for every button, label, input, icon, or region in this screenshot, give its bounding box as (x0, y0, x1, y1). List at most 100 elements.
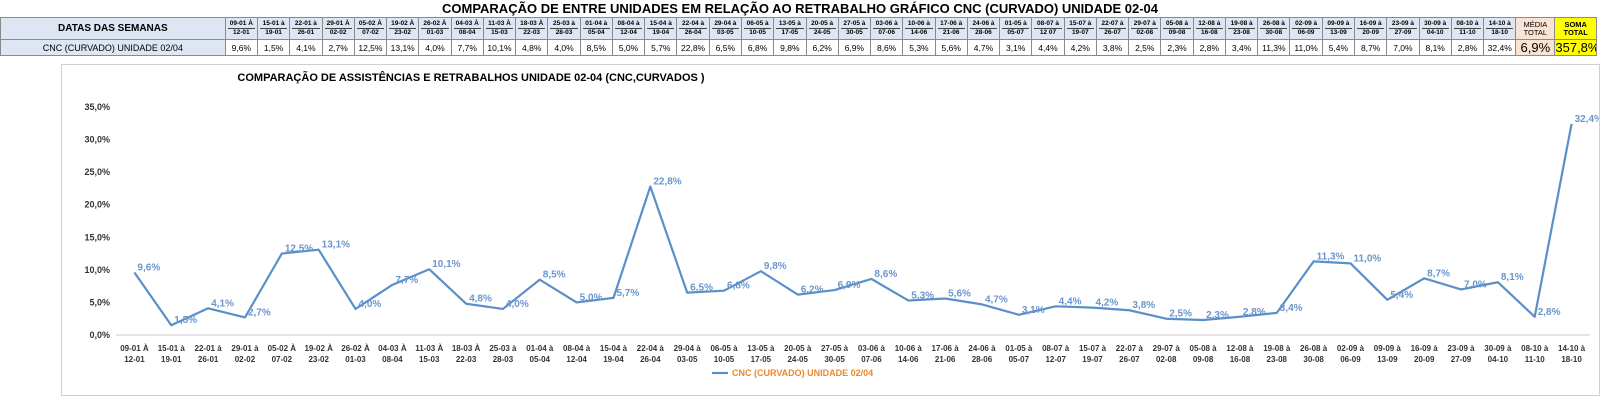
week-start-label: 22-01 à (294, 20, 317, 27)
week-start-label: 24-06 à (972, 20, 995, 27)
x-tick-label: 02-08 (1156, 355, 1177, 364)
x-tick-label: 11-03 À (415, 344, 443, 353)
legend-label: CNC (CURVADO) UNIDADE 02/04 (732, 368, 873, 378)
x-tick-label: 26-08 à (1300, 344, 1328, 353)
week-value-cell: 8,1% (1418, 39, 1452, 56)
x-tick-label: 26-07 (1119, 355, 1140, 364)
week-end-label: 22-03 (518, 28, 546, 37)
week-start-label: 20-05 à (811, 20, 834, 27)
week-header-cell: 14-10 à 18-10 (1483, 17, 1517, 40)
week-value-cell: 2,3% (1160, 39, 1194, 56)
week-end-label: 23-08 (1227, 28, 1256, 37)
week-value-cell: 5,6% (934, 39, 968, 56)
week-end-label: 16-08 (1195, 28, 1223, 37)
week-end-label: 26-04 (679, 28, 707, 37)
data-label: 8,5% (543, 270, 566, 281)
week-start-label: 17-06 à (940, 20, 963, 27)
x-tick-label: 28-06 (972, 355, 993, 364)
week-end-label: 15-03 (485, 28, 514, 37)
week-header-cell: 05-08 à 09-08 (1160, 17, 1194, 40)
week-end-label: 10-05 (743, 28, 772, 37)
x-tick-label: 24-05 (787, 355, 808, 364)
page-title: COMPARAÇÃO DE ENTRE UNIDADES EM RELAÇÃO … (442, 1, 1158, 16)
week-end-label: 02-08 (1131, 28, 1159, 37)
week-start-label: 29-07 à (1133, 20, 1156, 27)
week-end-label: 07-02 (356, 28, 385, 37)
x-tick-label: 23-09 à (1447, 344, 1475, 353)
x-tick-label: 19-08 à (1263, 344, 1291, 353)
data-label: 3,1% (1022, 305, 1045, 316)
week-end-label: 05-07 (1002, 28, 1030, 37)
week-start-label: 08-10 à (1456, 20, 1479, 27)
x-tick-label: 12-04 (566, 355, 587, 364)
x-tick-label: 22-07 à (1116, 344, 1144, 353)
data-label: 6,9% (838, 280, 861, 291)
week-header-cell: 26-02 À 01-03 (418, 17, 452, 40)
week-end-label: 08-04 (453, 28, 481, 37)
week-header-cell: 22-07 à 26-07 (1095, 17, 1130, 40)
week-end-label: 13-09 (1324, 28, 1353, 37)
x-tick-label: 18-03 À (452, 344, 481, 353)
week-end-label: 02-02 (324, 28, 352, 37)
week-start-label: 09-09 à (1327, 20, 1350, 27)
x-tick-label: 05-08 à (1190, 344, 1218, 353)
x-tick-label: 12-01 (124, 355, 145, 364)
y-tick-label: 30,0% (84, 135, 110, 145)
week-start-label: 13-05 à (778, 20, 801, 27)
y-tick-label: 35,0% (84, 102, 110, 112)
week-start-label: 19-08 à (1230, 20, 1253, 27)
week-header-cell: 24-06 à 28-06 (966, 17, 1001, 40)
week-start-label: 10-06 à (907, 20, 930, 27)
week-value-cell: 5,7% (644, 39, 678, 56)
x-tick-label: 15-04 à (600, 344, 628, 353)
x-tick-label: 09-08 (1193, 355, 1214, 364)
data-label: 5,3% (911, 290, 934, 301)
week-end-label: 30-08 (1260, 28, 1288, 37)
week-end-label: 03-05 (711, 28, 739, 37)
x-tick-label: 05-02 À (268, 344, 297, 353)
media-total-header: MÉDIA TOTAL (1515, 17, 1556, 40)
week-start-label: 29-04 à (714, 20, 737, 27)
data-label: 3,8% (1132, 300, 1155, 311)
data-label: 2,7% (248, 307, 271, 318)
week-header-cell: 18-03 À 22-03 (515, 17, 549, 40)
week-header-cell: 19-08 à 23-08 (1224, 17, 1259, 40)
week-value-cell: 7,7% (450, 39, 484, 56)
data-label: 2,8% (1243, 307, 1266, 318)
week-value-cell: 6,9% (837, 39, 872, 56)
x-tick-label: 05-04 (530, 355, 551, 364)
week-end-label: 04-10 (1421, 28, 1449, 37)
data-label: 4,8% (469, 294, 492, 305)
x-tick-label: 25-03 à (489, 344, 517, 353)
week-header-cell: 15-04 à 19-04 (644, 17, 678, 40)
table-row: CNC (CURVADO) UNIDADE 02/04 9,6% 1,5% 4,1%… (0, 39, 1597, 56)
week-value-cell: 9,8% (773, 39, 807, 56)
x-tick-label: 26-01 (198, 355, 219, 364)
week-start-label: 25-03 à (552, 20, 576, 27)
x-tick-label: 19-02 À (304, 344, 333, 353)
x-tick-label: 30-09 à (1484, 344, 1512, 353)
data-label: 10,1% (432, 259, 460, 270)
week-value-cell: 8,7% (1354, 39, 1388, 56)
week-value-cell: 22,8% (676, 39, 710, 56)
x-tick-label: 08-07 à (1042, 344, 1070, 353)
x-tick-label: 20-05 à (784, 344, 812, 353)
week-value-cell: 8,6% (870, 39, 904, 56)
week-header-cell: 10-06 à 14-06 (902, 17, 936, 40)
x-tick-label: 01-04 à (526, 344, 554, 353)
x-tick-label: 27-05 à (821, 344, 849, 353)
x-tick-label: 07-02 (272, 355, 293, 364)
week-start-label: 23-09 à (1391, 20, 1414, 27)
week-header-cell: 27-05 à 30-05 (837, 17, 872, 40)
week-header-cell: 08-07 à 12 07 (1031, 17, 1065, 40)
x-tick-label: 06-05 à (710, 344, 738, 353)
table-header-row: DATAS DAS SEMANAS 09-01 À 12-01 15-01 à 19-… (0, 17, 1597, 40)
data-label: 6,2% (801, 285, 824, 296)
week-value-cell: 5,0% (611, 39, 646, 56)
week-start-label: 26-02 À (423, 20, 447, 27)
week-header-cell: 23-09 à 27-09 (1386, 17, 1420, 40)
week-value-cell: 4,1% (289, 39, 323, 56)
week-header-cell: 13-05 à 17-05 (773, 17, 807, 40)
x-tick-label: 02-09 à (1337, 344, 1365, 353)
week-end-label: 19-01 (259, 28, 288, 37)
